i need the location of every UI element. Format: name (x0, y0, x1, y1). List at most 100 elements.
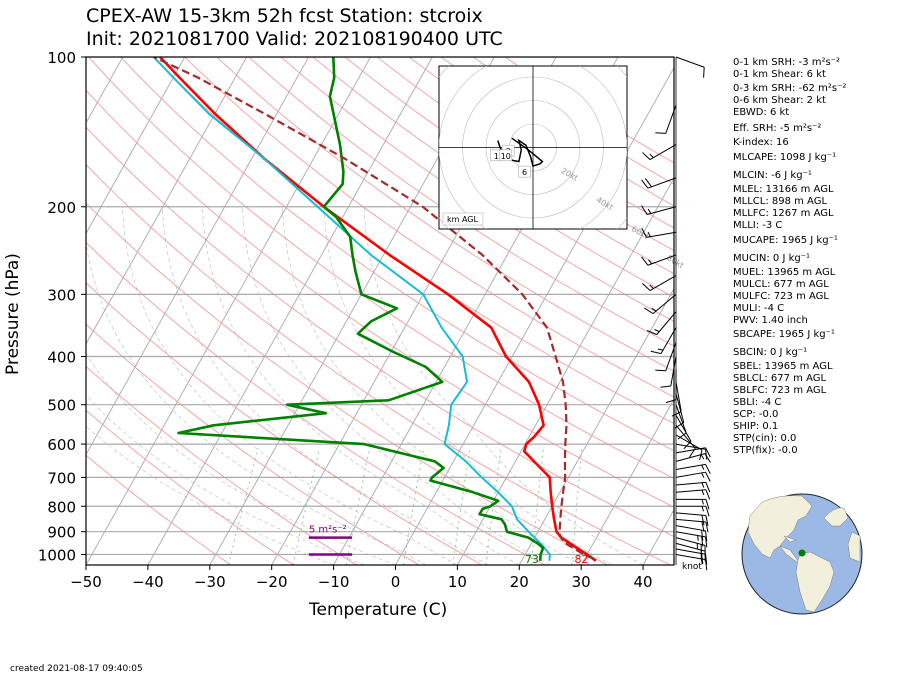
x-tick-label: 40 (634, 573, 653, 591)
dry-adiabat (86, 126, 674, 538)
wind-barb (665, 369, 677, 404)
wind-barb-flag (641, 205, 648, 215)
wind-barb (660, 356, 677, 388)
wind-barb-flag (642, 152, 651, 160)
wind-barb-flag (705, 489, 711, 500)
index-line: MUCAPE: 1965 J kg⁻¹ (733, 235, 838, 246)
y-tick-label: 500 (47, 397, 76, 415)
wind-barb-shaft (675, 537, 706, 546)
index-line: MLLFC: 1267 m AGL (733, 208, 834, 219)
dry-adiabat (86, 282, 483, 565)
dry-adiabat (86, 365, 357, 565)
wind-barb (675, 424, 696, 458)
moist-adiabat (86, 353, 396, 565)
wind-barb-shaft (665, 105, 677, 134)
srh-label: 5 m²s⁻² (309, 525, 347, 536)
moist-adiabat (162, 206, 489, 565)
dry-adiabat (86, 241, 546, 565)
wind-barb-flag (683, 440, 692, 450)
wind-barb-flag (660, 385, 671, 388)
wind-barb-flag (642, 283, 651, 291)
wind-barb-flag (701, 515, 705, 526)
wind-barb-flag (705, 471, 711, 482)
wind-barb (675, 56, 705, 78)
wind-barb (675, 537, 706, 556)
wind-barb (641, 205, 677, 215)
moist-adiabat (86, 241, 427, 565)
surface-dewpoint-label: 73 (525, 553, 539, 566)
north-america-land (747, 495, 813, 559)
wind-barb (675, 414, 692, 450)
wind-barb-flag (641, 256, 649, 266)
isotherm-line (86, 57, 248, 345)
index-line: MUCIN: 0 J kg⁻¹ (733, 253, 811, 264)
wind-barb-flag (705, 530, 708, 542)
chart-subtitle: Init: 2021081700 Valid: 202108190400 UTC (86, 28, 503, 50)
wind-barb-half-flag (647, 208, 652, 214)
wind-barb-flag (699, 449, 703, 461)
moist-adiabat (323, 206, 613, 565)
dry-adiabat (280, 57, 674, 322)
isotherm-line (147, 57, 433, 565)
wind-barb-flag (701, 530, 704, 541)
hodograph-height-label: 10 (501, 152, 511, 161)
dry-adiabat (86, 202, 608, 565)
wind-barb-flag (705, 499, 710, 510)
dewpoint-profile-line (177, 57, 545, 561)
wind-barb-shaft (675, 404, 687, 434)
wind-barb-half-flag (697, 535, 699, 541)
isotherm-line (580, 398, 674, 565)
index-line: MULCL: 677 m AGL (733, 279, 829, 290)
index-line: SCP: -0.0 (733, 409, 779, 420)
dry-adiabat (86, 323, 420, 565)
wind-barb-flag (674, 422, 685, 429)
wind-barb-shaft (675, 525, 706, 532)
isotherm-line (86, 57, 310, 456)
hodograph-height-label: 1 (494, 152, 499, 161)
index-line: MLCIN: -6 J kg⁻¹ (733, 170, 812, 181)
wind-barb-shaft (675, 481, 706, 486)
index-line: MLEL: 13166 m AGL (733, 184, 834, 195)
wind-barb-shaft (675, 453, 706, 462)
wind-barb (675, 463, 711, 474)
x-tick-label: 20 (510, 573, 529, 591)
wind-barb-half-flag (648, 259, 652, 265)
x-tick-label: −50 (70, 573, 102, 591)
dry-adiabat (86, 89, 674, 508)
wind-unit-label: knot (682, 562, 702, 572)
greenland-land (823, 507, 849, 527)
dry-adiabat (88, 57, 674, 480)
index-line: MLLCL: 898 m AGL (733, 196, 828, 207)
wind-barb-flag (671, 411, 682, 417)
wind-barb-shaft (660, 327, 677, 354)
wind-barb (675, 525, 708, 542)
hodograph-inset: 20kt40kt60kt80kt13610km AGL (438, 65, 685, 270)
isotherm-line (395, 66, 674, 565)
wind-barb-flag (705, 506, 710, 517)
wind-barb (675, 489, 711, 500)
index-line: 0-1 km Shear: 6 kt (733, 69, 826, 80)
x-tick-label: −40 (132, 573, 164, 591)
wind-barb (675, 548, 708, 565)
wind-barb-flag (701, 521, 705, 532)
y-tick-label: 700 (47, 469, 76, 487)
x-tick-label: 10 (448, 573, 467, 591)
wind-barb-shaft (675, 393, 685, 423)
index-line: STP(cin): 0.0 (733, 433, 797, 444)
index-line: PWV: 1.40 inch (733, 315, 808, 326)
wind-barb-half-flag (657, 348, 664, 351)
axes: 73 82 −50 −40 −30 −20 −10 0 10 20 30 40 100 200 300 400… (38, 49, 653, 591)
wind-barb-flag (650, 350, 662, 355)
wind-barb (675, 404, 687, 440)
index-line: MULI: -4 C (733, 303, 785, 314)
wind-barb-flag (655, 369, 666, 372)
index-line: MULFC: 723 m AGL (733, 291, 829, 302)
wind-barb (646, 311, 677, 336)
index-line: K-index: 16 (733, 137, 789, 148)
moist-adiabat (122, 206, 458, 565)
wind-barb-flag (701, 536, 704, 547)
dry-adiabat (86, 409, 294, 565)
wind-barb-flag (644, 178, 652, 188)
wind-barb-flag (641, 227, 647, 238)
south-america-land (795, 551, 835, 613)
